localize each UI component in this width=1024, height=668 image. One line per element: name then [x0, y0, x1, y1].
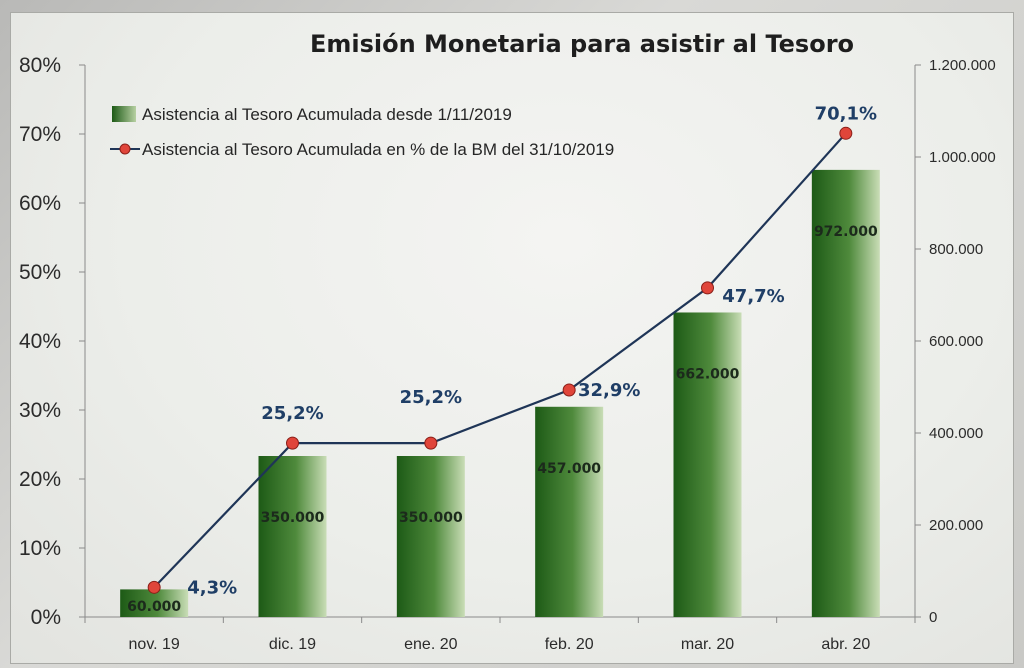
left-tick-label: 20% — [19, 468, 61, 491]
bar — [120, 589, 189, 617]
bar-value-label: 60.000 — [127, 599, 181, 615]
line-value-label: 47,7% — [722, 286, 784, 307]
bar — [535, 406, 604, 617]
line-point — [701, 281, 714, 295]
left-tick-label: 40% — [19, 330, 61, 353]
left-tick-label: 0% — [31, 606, 61, 629]
line-value-label: 25,2% — [400, 387, 462, 408]
line-point — [424, 436, 438, 450]
legend-line-label: Asistencia al Tesoro Acumulada en % de l… — [142, 140, 614, 159]
bar-value-label: 350.000 — [261, 510, 325, 526]
bar — [258, 456, 327, 617]
right-tick-label: 1.000.000 — [929, 149, 996, 166]
bar-value-label: 457.000 — [537, 461, 601, 477]
x-tick-label: ene. 20 — [404, 636, 457, 653]
right-tick-label: 1.200.000 — [929, 57, 996, 74]
x-axis: nov. 19 dic. 19 ene. 20 feb. 20 mar. 20 abr. … — [84, 616, 916, 653]
right-axis: 0 200.000 400.000 600.000 800.000 1.000.000 1.… — [914, 57, 996, 626]
legend-line-marker — [119, 143, 131, 155]
line-point — [562, 383, 576, 397]
left-tick-label: 30% — [19, 399, 61, 422]
left-tick-label: 10% — [19, 537, 61, 560]
left-axis: 0% 10% 20% 30% 40% 50% 60% 70% 80% — [19, 54, 86, 629]
legend: Asistencia al Tesoro Acumulada desde 1/1… — [110, 105, 614, 159]
line-value-label: 70,1% — [815, 103, 877, 124]
left-tick-label: 80% — [19, 54, 61, 77]
line-point — [147, 580, 161, 594]
right-tick-label: 200.000 — [929, 517, 983, 534]
bar-value-label: 972.000 — [814, 224, 878, 240]
x-tick-label: dic. 19 — [269, 636, 316, 653]
bar — [396, 456, 465, 617]
line-path — [153, 132, 847, 589]
line-value-label: 4,3% — [187, 577, 237, 598]
legend-bar-label: Asistencia al Tesoro Acumulada desde 1/1… — [142, 105, 512, 124]
bar — [673, 312, 742, 617]
right-tick-label: 400.000 — [929, 425, 983, 442]
line-series: 4,3% 25,2% 25,2% 32,9% 47,7% 70,1% — [147, 103, 877, 598]
line-point — [286, 436, 299, 450]
bar-series: 60.000 350.000 350.000 457.000 662.000 972.00… — [120, 169, 880, 617]
x-tick-label: abr. 20 — [821, 636, 870, 653]
chart-title: Emisión Monetaria para asistir al Tesoro — [310, 30, 854, 58]
right-tick-label: 600.000 — [929, 333, 983, 350]
x-tick-label: feb. 20 — [545, 636, 594, 653]
x-tick-label: mar. 20 — [681, 636, 734, 653]
left-tick-label: 70% — [19, 123, 61, 146]
right-tick-label: 800.000 — [929, 241, 983, 258]
legend-bar-swatch — [112, 106, 136, 122]
line-value-label: 25,2% — [261, 403, 323, 424]
bar — [811, 169, 880, 617]
bar-value-label: 662.000 — [676, 366, 740, 382]
line-value-label: 32,9% — [578, 380, 640, 401]
left-tick-label: 50% — [19, 261, 61, 284]
x-tick-label: nov. 19 — [129, 636, 180, 653]
line-point — [839, 126, 853, 140]
right-tick-label: 0 — [929, 609, 937, 626]
left-tick-label: 60% — [19, 192, 61, 215]
bar-value-label: 350.000 — [399, 510, 463, 526]
